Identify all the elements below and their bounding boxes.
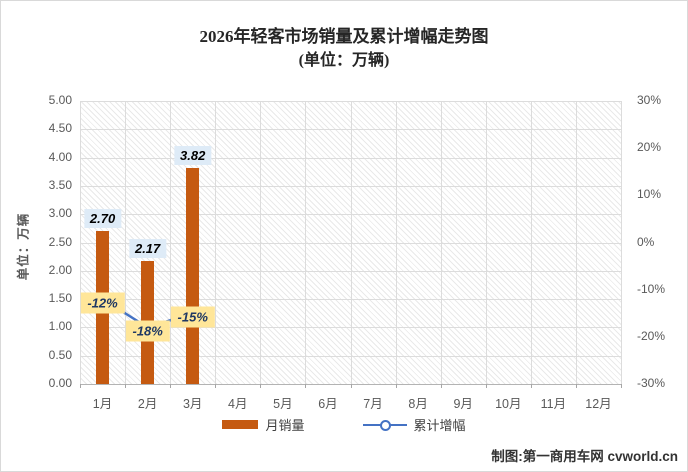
y-tick-label-left: 2.50 — [48, 234, 72, 249]
x-tick-label: 9月 — [453, 397, 473, 411]
bar-series-swatch-icon — [222, 420, 259, 429]
plot-area: 2.70 2.17 3.82 -12% -18% -15% — [80, 101, 622, 388]
legend-item-cumulative-growth: 累计增幅 — [362, 415, 466, 434]
y-tick-label-right: 20% — [637, 140, 662, 155]
x-axis-tick — [440, 384, 442, 388]
chart-subtitle: (单位：万辆) — [298, 51, 390, 69]
y-tick-label-right: 10% — [637, 187, 662, 202]
x-tick-label: 4月 — [228, 397, 248, 411]
bar-value-label: 2.17 — [128, 239, 167, 259]
x-tick-label: 5月 — [273, 397, 293, 411]
y-tick-label-right: 30% — [637, 93, 662, 107]
x-axis-tick — [395, 384, 397, 388]
x-tick-label: 10月 — [495, 397, 522, 411]
y-tick-label-right: 0% — [637, 234, 655, 249]
gridline-v — [215, 101, 217, 384]
gridline-v — [395, 101, 397, 384]
y-tick-label-left: 4.00 — [48, 149, 72, 164]
x-axis-tick — [575, 384, 577, 388]
y-tick-label-right: -10% — [637, 281, 666, 296]
y-tick-label-left: 0.00 — [48, 376, 72, 390]
x-tick-label: 11月 — [540, 397, 567, 411]
legend-item-monthly-sales: 月销量 — [222, 415, 305, 434]
line-value-label: -12% — [80, 292, 125, 314]
x-tick-label: 1月 — [92, 397, 113, 411]
gridline-v — [575, 101, 577, 384]
legend: 月销量 累计增幅 — [1, 415, 687, 434]
x-axis-tick — [530, 384, 532, 388]
x-axis-tick — [125, 384, 127, 388]
x-tick-label: 3月 — [182, 397, 203, 411]
chart-title: 2026年轻客市场销量及累计增幅走势图 — [199, 27, 489, 46]
y-tick-label-left: 5.00 — [48, 93, 72, 107]
gridline-v — [80, 101, 81, 384]
legend-bar-label: 月销量 — [265, 418, 305, 433]
gridline-v — [621, 101, 622, 384]
x-axis-tick — [350, 384, 352, 388]
gridline-v — [260, 101, 262, 384]
bar-value-label: 2.70 — [83, 209, 122, 229]
x-tick-label: 8月 — [408, 397, 428, 411]
x-tick-label: 7月 — [363, 397, 383, 411]
gridline-v — [530, 101, 532, 384]
x-tick-label: 6月 — [318, 397, 338, 411]
legend-line-label: 累计增幅 — [413, 418, 466, 433]
gridline-v — [170, 101, 172, 384]
x-axis-tick — [80, 384, 81, 388]
credit-text: 制图:第一商用车网 cvworld.cn — [491, 449, 678, 464]
x-axis-tick — [170, 384, 172, 388]
bar-value-label: 3.82 — [174, 145, 212, 165]
gridline-v — [350, 101, 352, 384]
x-tick-label: 12月 — [585, 397, 612, 411]
line-series-swatch-icon — [362, 419, 407, 431]
x-axis-tick — [485, 384, 487, 388]
x-axis-tick — [260, 384, 262, 388]
y-tick-label-left: 3.50 — [48, 177, 72, 192]
line-value-label: -15% — [170, 306, 215, 328]
bar-3月 — [186, 167, 200, 384]
y-tick-label-left: 1.50 — [48, 291, 72, 306]
x-axis-tick — [621, 384, 622, 388]
title-block: 2026年轻客市场销量及累计增幅走势图 (单位：万辆) — [1, 25, 687, 72]
y-tick-label-left: 2.00 — [48, 262, 72, 277]
gridline-v — [125, 101, 127, 384]
legend-line-marker-icon — [379, 419, 391, 431]
x-tick-label: 2月 — [137, 397, 158, 411]
y-tick-label-left: 3.00 — [48, 206, 72, 221]
x-axis-tick — [305, 384, 307, 388]
y-tick-label-right: -30% — [637, 376, 666, 390]
x-axis-tick — [215, 384, 217, 388]
y-tick-label-left: 4.50 — [48, 121, 72, 136]
line-value-label: -18% — [125, 320, 170, 342]
y-tick-label-left: 0.50 — [48, 347, 72, 362]
y-tick-label-right: -20% — [637, 328, 666, 343]
gridline-v — [485, 101, 487, 384]
gridline-v — [440, 101, 442, 384]
gridline-v — [305, 101, 307, 384]
y-tick-label-left: 1.00 — [48, 319, 72, 334]
